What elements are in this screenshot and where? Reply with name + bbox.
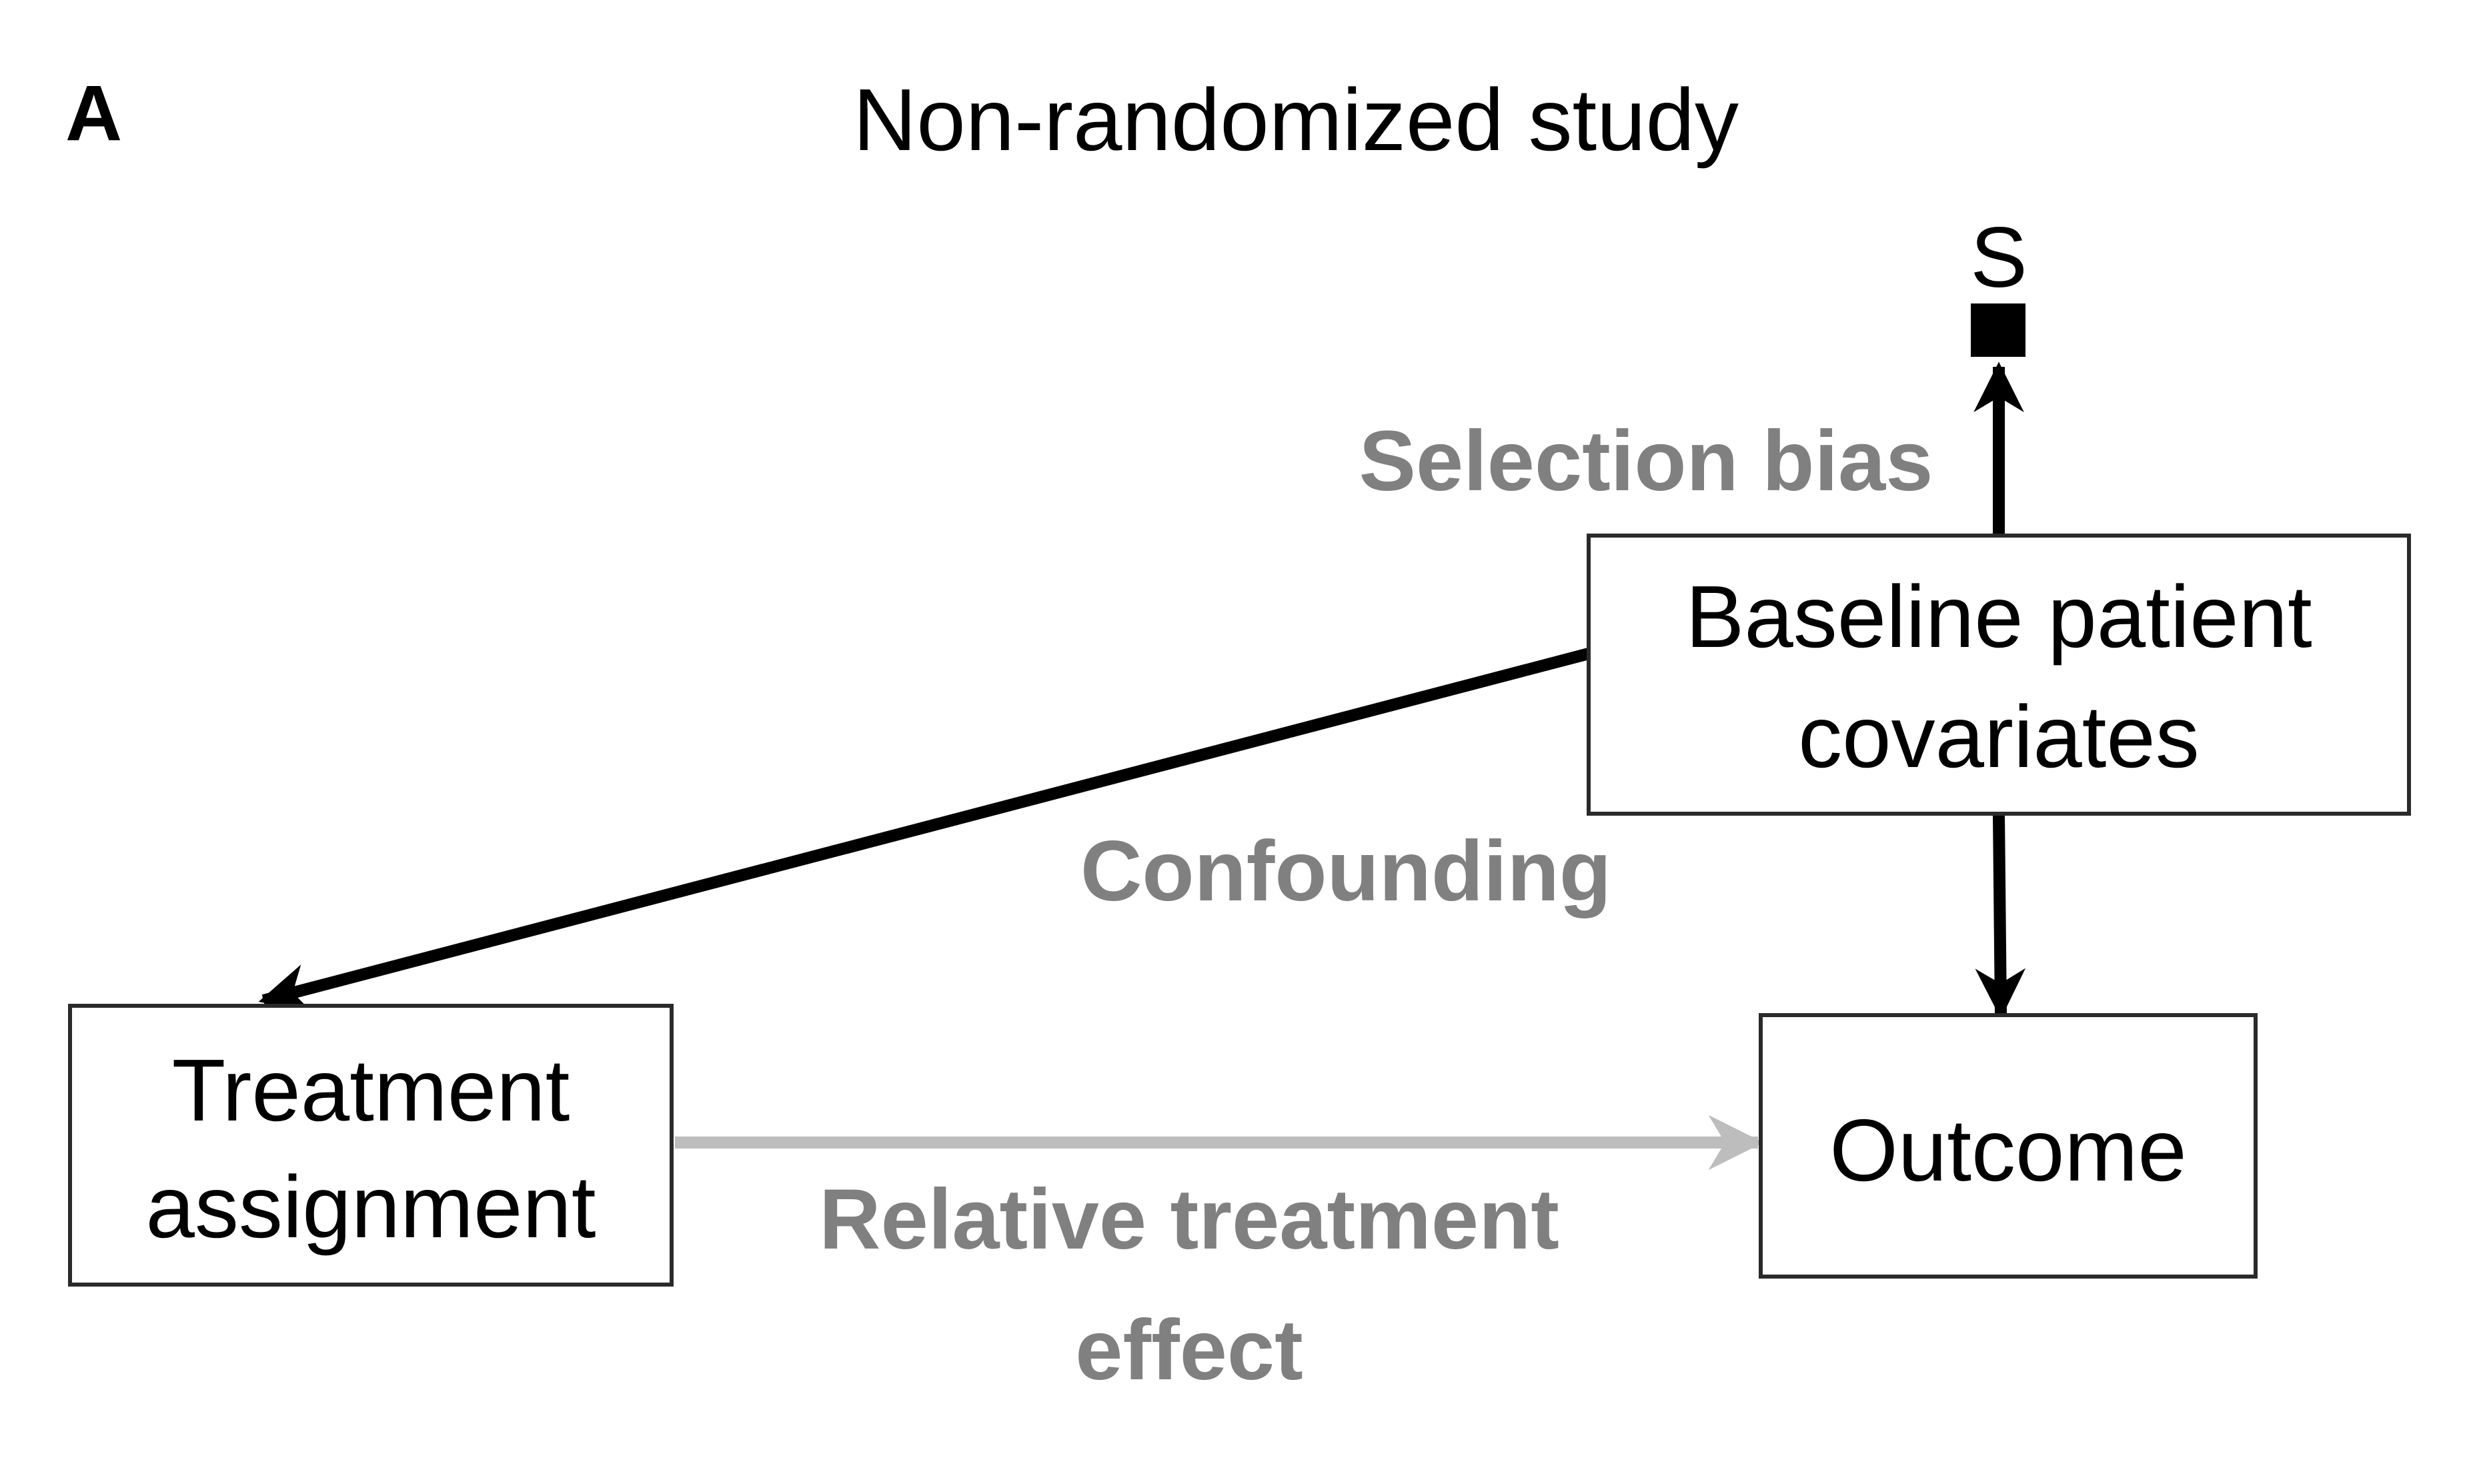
baseline-covariates-label-line1: Baseline patient [1685, 568, 2312, 666]
relative-effect-label-line1: Relative treatment [819, 1172, 1559, 1267]
selection-node-label: S [1970, 210, 2027, 305]
outcome-box [1759, 1013, 2258, 1279]
selection-node-square [1971, 303, 2025, 357]
diagram-title: Non-randomized study [853, 71, 1739, 169]
baseline-covariates-box [1587, 534, 2411, 816]
confounding-arrow-to-outcome [1975, 814, 2026, 1019]
baseline-covariates-label-line2: covariates [1798, 688, 2200, 786]
confounding-label: Confounding [1080, 824, 1611, 919]
treatment-assignment-node: Treatment assignment [68, 1004, 674, 1287]
selection-bias-label: Selection bias [1359, 414, 1933, 509]
treatment-assignment-label-line1: Treatment [172, 1041, 570, 1139]
treatment-assignment-box [68, 1004, 674, 1287]
relative-effect-label-line2: effect [1075, 1303, 1303, 1398]
baseline-covariates-node: Baseline patient covariates [1587, 534, 2411, 816]
outcome-label: Outcome [1829, 1101, 2187, 1199]
panel-letter: A [65, 69, 122, 157]
treatment-assignment-label-line2: assignment [145, 1158, 596, 1256]
outcome-node: Outcome [1759, 1013, 2258, 1279]
confounding-arrow-to-treatment [258, 648, 1591, 1014]
